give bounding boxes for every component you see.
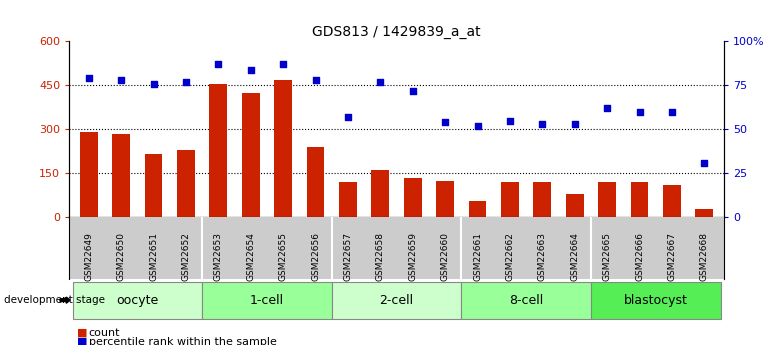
Point [536, 121, 548, 127]
FancyBboxPatch shape [332, 282, 461, 319]
Bar [695, 208, 713, 217]
Point [601, 106, 614, 111]
Bar [534, 182, 551, 217]
Bar [177, 150, 195, 217]
Point [277, 61, 290, 67]
Point [147, 81, 159, 86]
Point [439, 120, 451, 125]
Title: GDS813 / 1429839_a_at: GDS813 / 1429839_a_at [313, 25, 480, 39]
Bar [306, 147, 324, 217]
Bar [112, 134, 130, 217]
Text: ■: ■ [77, 337, 88, 345]
FancyBboxPatch shape [461, 282, 591, 319]
Bar [631, 182, 648, 217]
Point [374, 79, 387, 85]
FancyBboxPatch shape [203, 282, 332, 319]
FancyBboxPatch shape [72, 282, 203, 319]
Bar [469, 201, 487, 217]
Bar [501, 182, 519, 217]
Text: 2-cell: 2-cell [380, 294, 413, 307]
Text: count: count [89, 328, 120, 338]
Point [698, 160, 711, 166]
Text: 1-cell: 1-cell [250, 294, 284, 307]
Text: percentile rank within the sample: percentile rank within the sample [89, 337, 276, 345]
Point [245, 67, 257, 72]
Bar [80, 132, 98, 217]
Bar [242, 93, 259, 217]
Bar [339, 182, 357, 217]
Bar [403, 178, 422, 217]
Point [471, 123, 484, 129]
Bar [598, 182, 616, 217]
Text: blastocyst: blastocyst [624, 294, 688, 307]
Bar [145, 154, 162, 217]
Bar [566, 194, 584, 217]
Point [115, 77, 127, 83]
Bar [663, 185, 681, 217]
Bar [371, 170, 390, 217]
Bar [437, 181, 454, 217]
Point [310, 77, 322, 83]
Point [179, 79, 192, 85]
Text: ■: ■ [77, 328, 88, 338]
Text: development stage: development stage [4, 295, 105, 305]
Point [666, 109, 678, 115]
Bar [274, 79, 292, 217]
Point [634, 109, 646, 115]
Text: 8-cell: 8-cell [509, 294, 544, 307]
Point [213, 61, 225, 67]
Point [568, 121, 581, 127]
Bar [209, 84, 227, 217]
Point [504, 118, 516, 123]
Text: oocyte: oocyte [116, 294, 159, 307]
Point [82, 76, 95, 81]
Point [407, 88, 419, 93]
Point [342, 114, 354, 120]
FancyBboxPatch shape [591, 282, 721, 319]
